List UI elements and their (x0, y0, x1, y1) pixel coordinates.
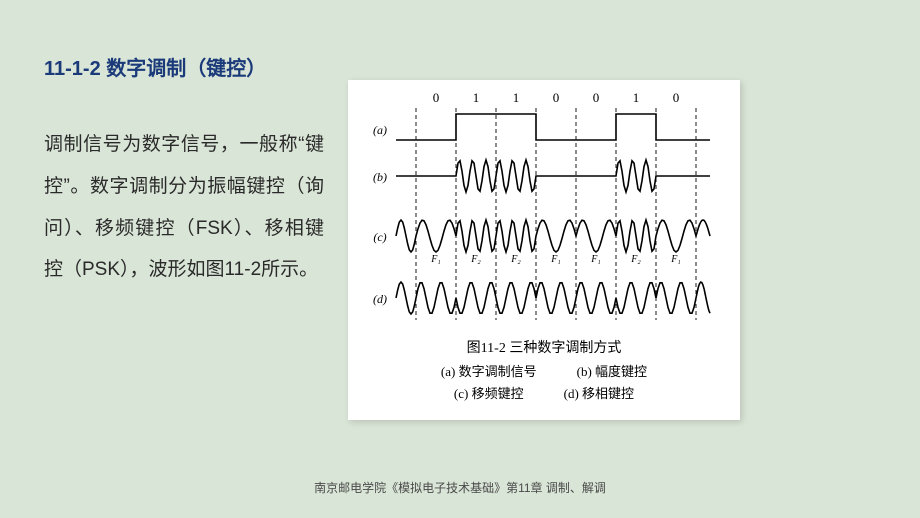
caption-item: (d) 移相键控 (564, 383, 634, 402)
caption-item: (c) 移频键控 (454, 383, 524, 402)
svg-text:F₂: F₂ (470, 254, 481, 265)
figure-panel: 0 1 1 0 0 1 0 (a) (b) (c) (d) F₁ F₂ F₂ F₁ F₁ F₂ F₁ 图11-2 … (348, 80, 740, 420)
section-heading: 11-1-2 数字调制（键控） (44, 52, 266, 81)
svg-text:0: 0 (673, 90, 680, 105)
svg-text:(d): (d) (373, 292, 387, 306)
svg-text:F₂: F₂ (630, 254, 641, 265)
caption-title: 图11-2 三种数字调制方式 (358, 337, 730, 357)
svg-text:1: 1 (513, 90, 520, 105)
svg-text:0: 0 (553, 90, 560, 105)
body-paragraph: 调制信号为数字信号，一般称“键控”。数字调制分为振幅键控（询问）、移频键控（FS… (44, 124, 324, 291)
svg-text:F₂: F₂ (510, 254, 521, 265)
figure-caption: 图11-2 三种数字调制方式 (a) 数字调制信号 (b) 幅度键控 (c) 移… (358, 337, 730, 402)
caption-item: (b) 幅度键控 (577, 361, 647, 380)
svg-text:(b): (b) (373, 170, 387, 184)
svg-text:1: 1 (633, 90, 640, 105)
svg-text:F₁: F₁ (430, 254, 441, 265)
page-footer: 南京邮电学院《模拟电子技术基础》第11章 调制、解调 (0, 479, 920, 496)
svg-text:F₁: F₁ (590, 254, 601, 265)
svg-text:(a): (a) (373, 123, 387, 137)
svg-text:1: 1 (473, 90, 480, 105)
svg-text:0: 0 (433, 90, 440, 105)
svg-text:0: 0 (593, 90, 600, 105)
svg-text:(c): (c) (373, 230, 386, 244)
caption-item: (a) 数字调制信号 (441, 361, 537, 380)
waveform-svg: 0 1 1 0 0 1 0 (a) (b) (c) (d) F₁ F₂ F₂ F₁ F₁ F₂ F₁ (358, 88, 730, 328)
svg-text:F₁: F₁ (670, 254, 681, 265)
svg-text:F₁: F₁ (550, 254, 561, 265)
